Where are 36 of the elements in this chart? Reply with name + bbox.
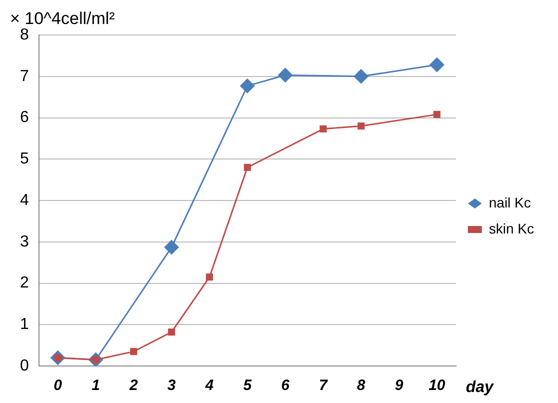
y-tick-label: 7 [20, 68, 29, 85]
point [354, 68, 369, 84]
y-axis-title: × 10^4cell/ml² [10, 9, 116, 28]
y-tick-label: 3 [20, 233, 29, 250]
point [429, 57, 444, 72]
legend-label: nail Kc [488, 194, 531, 210]
x-tick-label: 4 [204, 377, 214, 394]
x-tick-label: 0 [54, 377, 63, 394]
x-axis-title: day [466, 379, 495, 396]
x-tick-label: 3 [167, 377, 176, 394]
x-tick-label: 9 [394, 377, 404, 394]
x-tick-label: 10 [428, 377, 446, 394]
y-tick-label: 5 [20, 150, 29, 168]
x-tick-label: 5 [243, 377, 252, 394]
point [358, 122, 365, 130]
point [244, 164, 251, 171]
point [433, 110, 440, 118]
point [168, 328, 176, 336]
point [240, 78, 255, 94]
x-tick-label: 7 [319, 377, 328, 394]
x-tick-label: 8 [356, 377, 366, 394]
y-tick-label: 6 [20, 109, 29, 126]
point [320, 125, 327, 132]
y-tick-label: 8 [20, 26, 29, 44]
point [130, 348, 138, 356]
y-tick-label: 1 [20, 316, 29, 334]
x-tick-label: 1 [92, 377, 100, 394]
legend-label: skin Kc [488, 220, 534, 236]
point [206, 274, 214, 281]
y-tick-label: 4 [20, 192, 29, 209]
x-tick-label: 2 [128, 377, 138, 394]
y-tick-label: 2 [20, 274, 29, 292]
x-tick-label: 6 [281, 377, 290, 394]
y-tick-label: 0 [20, 357, 29, 374]
point [164, 240, 180, 255]
point [278, 68, 293, 83]
